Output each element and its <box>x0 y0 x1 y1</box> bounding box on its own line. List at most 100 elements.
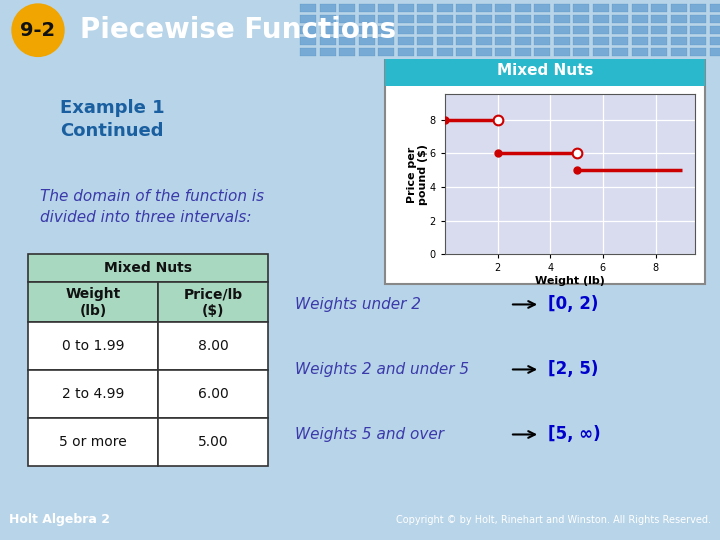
Bar <box>709 37 720 45</box>
Bar <box>320 4 336 12</box>
Bar <box>300 26 316 34</box>
Bar <box>378 15 394 23</box>
Bar <box>612 4 628 12</box>
Bar <box>709 15 720 23</box>
Bar <box>495 26 511 34</box>
Bar <box>651 15 667 23</box>
Text: 0 to 1.99: 0 to 1.99 <box>62 340 125 354</box>
Bar <box>593 37 608 45</box>
Text: 2 to 4.99: 2 to 4.99 <box>62 388 124 401</box>
Bar <box>534 15 550 23</box>
Bar <box>456 26 472 34</box>
Bar <box>28 282 158 322</box>
Bar <box>475 48 492 56</box>
Bar <box>320 26 336 34</box>
Bar <box>158 322 268 370</box>
Y-axis label: Price per
pound ($): Price per pound ($) <box>407 144 428 205</box>
Bar <box>397 15 413 23</box>
Bar <box>612 26 628 34</box>
Bar <box>378 26 394 34</box>
Bar <box>320 48 336 56</box>
Bar <box>515 37 531 45</box>
Bar <box>612 37 628 45</box>
Bar <box>300 37 316 45</box>
Bar <box>573 4 589 12</box>
Bar <box>300 4 316 12</box>
Bar <box>670 48 686 56</box>
Bar <box>515 4 531 12</box>
Bar <box>397 26 413 34</box>
Bar <box>554 48 570 56</box>
Bar <box>158 418 268 467</box>
Bar <box>593 15 608 23</box>
Text: 5 or more: 5 or more <box>59 435 127 449</box>
Bar <box>709 4 720 12</box>
Bar <box>495 37 511 45</box>
Bar <box>456 37 472 45</box>
Bar <box>385 55 705 86</box>
Bar <box>436 15 452 23</box>
Bar <box>554 4 570 12</box>
Bar <box>417 48 433 56</box>
Bar <box>397 37 413 45</box>
Bar <box>339 15 355 23</box>
Bar <box>456 48 472 56</box>
Bar <box>631 48 647 56</box>
Bar <box>593 4 608 12</box>
Bar <box>300 15 316 23</box>
Bar <box>495 48 511 56</box>
Text: Weight
(lb): Weight (lb) <box>66 287 121 318</box>
Bar <box>417 4 433 12</box>
Bar <box>378 48 394 56</box>
Bar <box>28 418 158 467</box>
Bar <box>397 48 413 56</box>
Bar <box>670 37 686 45</box>
Bar <box>670 15 686 23</box>
Bar <box>397 4 413 12</box>
Text: Mixed Nuts: Mixed Nuts <box>104 261 192 275</box>
Bar <box>339 37 355 45</box>
Bar <box>158 370 268 419</box>
Bar <box>300 48 316 56</box>
Bar <box>651 26 667 34</box>
Bar <box>651 48 667 56</box>
Bar <box>593 26 608 34</box>
Text: Mixed Nuts: Mixed Nuts <box>497 63 593 78</box>
Bar <box>690 48 706 56</box>
Bar <box>417 15 433 23</box>
Bar <box>456 15 472 23</box>
Text: 5.00: 5.00 <box>198 435 228 449</box>
Text: Holt Algebra 2: Holt Algebra 2 <box>9 513 109 526</box>
Bar <box>339 26 355 34</box>
Bar <box>670 4 686 12</box>
Bar <box>495 4 511 12</box>
Bar <box>436 48 452 56</box>
Text: Weights 5 and over: Weights 5 and over <box>295 427 444 442</box>
Bar <box>670 26 686 34</box>
Bar <box>158 282 268 322</box>
X-axis label: Weight (lb): Weight (lb) <box>535 276 605 286</box>
Bar <box>534 37 550 45</box>
Text: Copyright © by Holt, Rinehart and Winston. All Rights Reserved.: Copyright © by Holt, Rinehart and Winsto… <box>396 515 711 525</box>
Bar <box>709 26 720 34</box>
Bar <box>631 37 647 45</box>
Bar <box>359 37 374 45</box>
Bar <box>690 26 706 34</box>
Bar <box>534 4 550 12</box>
Bar <box>28 254 268 282</box>
Bar <box>475 37 492 45</box>
Bar <box>339 4 355 12</box>
Text: Weights 2 and under 5: Weights 2 and under 5 <box>295 362 469 377</box>
Bar <box>612 48 628 56</box>
Bar <box>554 26 570 34</box>
Text: The domain of the function is
divided into three intervals:: The domain of the function is divided in… <box>40 190 264 225</box>
Bar <box>515 15 531 23</box>
Bar <box>651 37 667 45</box>
Text: Piecewise Functions: Piecewise Functions <box>80 16 396 44</box>
Bar <box>28 322 158 370</box>
Text: 6.00: 6.00 <box>197 388 228 401</box>
Bar <box>417 37 433 45</box>
Bar <box>436 37 452 45</box>
Text: [2, 5): [2, 5) <box>548 361 598 379</box>
Bar <box>690 15 706 23</box>
